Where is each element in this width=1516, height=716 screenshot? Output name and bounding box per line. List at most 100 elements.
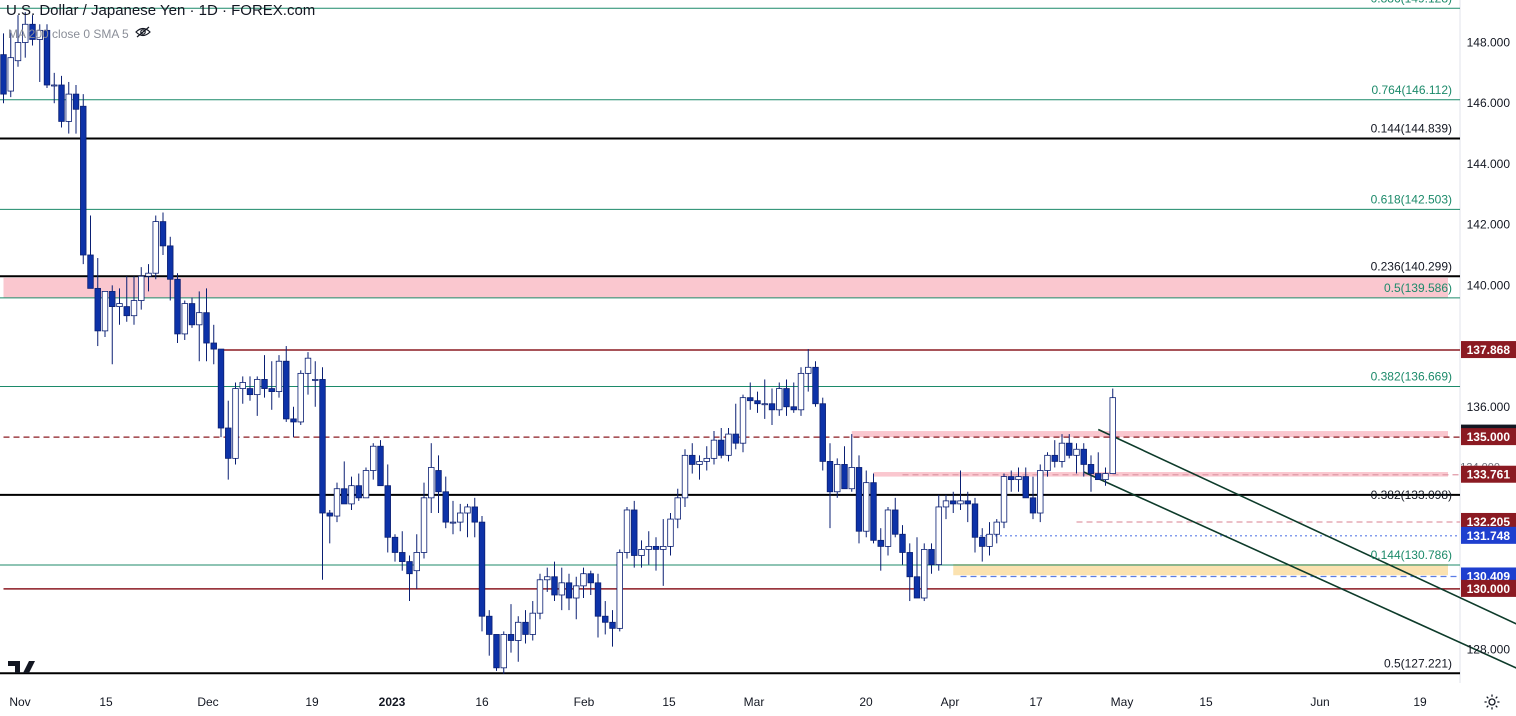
candle-body (1066, 442, 1073, 456)
candle-body (290, 418, 297, 423)
zone-0 (3, 277, 1448, 298)
candle-body (790, 406, 797, 411)
candle-body (478, 521, 486, 617)
candle-body (493, 634, 500, 669)
candle-body (58, 84, 65, 122)
x-tick-label: Jun (1310, 695, 1329, 709)
candle-body (1015, 476, 1022, 481)
x-tick-label: 15 (99, 695, 113, 709)
candle-body (1044, 454, 1051, 471)
candle-body (819, 403, 826, 462)
y-tick-label: 128.000 (1467, 643, 1511, 657)
price-label-text: 131.748 (1467, 529, 1511, 543)
candle-body (689, 454, 696, 465)
x-tick-label: 2023 (379, 695, 406, 709)
channel-line-1 (1083, 471, 1516, 669)
candle-body (275, 360, 283, 392)
candle-body (399, 552, 406, 562)
candle-body (442, 491, 449, 523)
x-tick-label: Dec (197, 695, 218, 709)
candle-body (500, 634, 507, 669)
fib-level-label: 0.144(130.786) (1371, 548, 1452, 562)
candle-body (261, 379, 268, 389)
candle-body (1022, 476, 1029, 499)
price-label-132.205: 132.205 (1461, 512, 1516, 530)
candle-body (892, 509, 899, 535)
y-tick-label: 140.000 (1467, 278, 1511, 292)
indicator-label: MA 200 close 0 SMA 5 (8, 26, 129, 41)
x-tick-label: Apr (941, 695, 960, 709)
candle-body (14, 42, 22, 62)
candle-body (928, 549, 935, 566)
price-label-text: 133.761 (1467, 468, 1511, 482)
candle-body (196, 312, 203, 326)
candle-body (449, 521, 457, 524)
channel-layer (1083, 428, 1516, 669)
horizontal-lines-layer (3, 349, 1460, 590)
candle-body (36, 29, 43, 40)
candle-body (710, 439, 718, 459)
candle-body (971, 503, 979, 538)
candle-body (406, 561, 413, 575)
candle-body (1095, 473, 1102, 481)
candle-body (834, 464, 841, 493)
candle-body (471, 506, 478, 523)
fib-level-label: 0.236(140.299) (1371, 259, 1452, 273)
fib-level-label: 0.382(136.669) (1371, 369, 1452, 383)
chart-title: U.S. Dollar / Japanese Yen · 1D · FOREX.… (6, 2, 316, 19)
x-tick-label: Nov (9, 695, 30, 709)
indicator-legend[interactable]: MA 200 close 0 SMA 5 (8, 26, 151, 41)
eye-slash-icon[interactable] (134, 26, 151, 41)
candle-body (667, 518, 674, 547)
candle-body (544, 576, 551, 581)
candle-body (848, 467, 855, 490)
candle-body (507, 634, 515, 641)
price-label-135.000: 135.000 (1461, 428, 1516, 446)
candle-body (239, 382, 246, 389)
gear-icon[interactable] (1483, 693, 1501, 711)
candle-body (660, 546, 667, 550)
candle-body (80, 105, 87, 256)
fib-level-label: 0.886(149.128) (1371, 0, 1452, 5)
candle-body (109, 291, 116, 307)
time-axis[interactable]: Nov 15 Dec 19 2023 16 Feb 15 Mar 20 Apr 17 May 15 Jun 1… (8, 661, 1427, 709)
fib-level-label: 0.764(146.112) (1371, 83, 1452, 97)
candle-body (1080, 448, 1087, 465)
candle-body (776, 388, 783, 411)
candle-body (217, 348, 225, 429)
candle-body (609, 621, 616, 629)
x-tick-label: May (1111, 695, 1134, 709)
candle-body (616, 552, 623, 629)
tradingview-logo (8, 661, 35, 673)
price-label-bg (1461, 579, 1516, 597)
candle-body (203, 312, 210, 344)
y-tick-label: 146.000 (1467, 96, 1511, 110)
price-label-bg (1461, 526, 1516, 544)
candle-body (486, 615, 493, 635)
candle-body (797, 372, 805, 411)
candle-body (1037, 470, 1044, 514)
candles-layer (0, 12, 1116, 674)
y-tick-label: 148.000 (1467, 35, 1511, 49)
candle-body (696, 461, 703, 465)
x-tick-label: 19 (305, 695, 319, 709)
price-label-131.748: 131.748 (1461, 526, 1516, 544)
candle-body (370, 445, 377, 471)
candle-body (145, 272, 152, 277)
zone-3 (953, 564, 1448, 576)
candle-body (703, 457, 710, 462)
channel-line-0 (1097, 428, 1516, 625)
candle-body (312, 379, 319, 381)
candle-body (826, 461, 834, 493)
logo-shape (8, 661, 35, 673)
zone-1 (851, 431, 1448, 438)
candle-body (754, 400, 761, 405)
price-label-137.868: 137.868 (1461, 341, 1516, 359)
x-tick-label: 16 (475, 695, 489, 709)
price-axis[interactable]: 148.000 146.000 144.000 142.000 140.000 136.0… (1460, 35, 1516, 657)
candle-body (587, 573, 594, 584)
candle-body (232, 388, 239, 459)
fib-level-label: 0.618(142.503) (1371, 192, 1452, 206)
